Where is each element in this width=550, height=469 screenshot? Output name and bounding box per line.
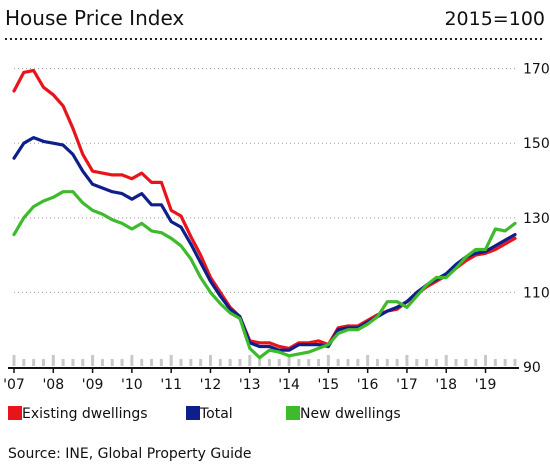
legend-label: New dwellings [300,406,401,422]
y-tick-label: 130 [523,211,550,227]
tick-marks [12,355,517,366]
legend-swatch [8,406,22,420]
x-tick-label: '14 [278,377,300,393]
x-axis: '07 '08 '09 '10 '11 '12 '13 '14 '15 '16 '17 '18 '19 [3,367,519,393]
series-line-new-dwellings [12,190,517,360]
x-tick-label: '10 [121,377,143,393]
x-tick-label: '12 [200,377,222,393]
x-tick-label: '07 [3,377,25,393]
y-axis: 90 110 130 150 170 [523,62,550,376]
y-tick-label: 90 [523,360,541,376]
series-lines [12,68,517,360]
legend-label: Existing dwellings [22,406,148,422]
x-tick-label: '09 [82,377,104,393]
x-tick-label: '15 [318,377,340,393]
chart-subtitle: 2015=100 [444,8,545,30]
chart-source: Source: INE, Global Property Guide [8,446,252,462]
y-tick-label: 150 [523,136,550,152]
chart-title: House Price Index [5,6,184,30]
x-tick-label: '11 [160,377,182,393]
legend-label: Total [199,406,233,422]
y-tick-label: 110 [523,285,550,301]
x-tick-label: '18 [435,377,457,393]
series-line-total [12,136,517,352]
legend-swatch [286,406,300,420]
x-tick-label: '08 [42,377,64,393]
x-tick-label: '19 [475,377,497,393]
y-tick-label: 170 [523,62,550,78]
legend-swatch [186,406,200,420]
x-tick-label: '16 [357,377,379,393]
legend: Existing dwellings Total New dwellings [8,406,401,422]
x-tick-label: '17 [396,377,418,393]
x-tick-label: '13 [239,377,261,393]
